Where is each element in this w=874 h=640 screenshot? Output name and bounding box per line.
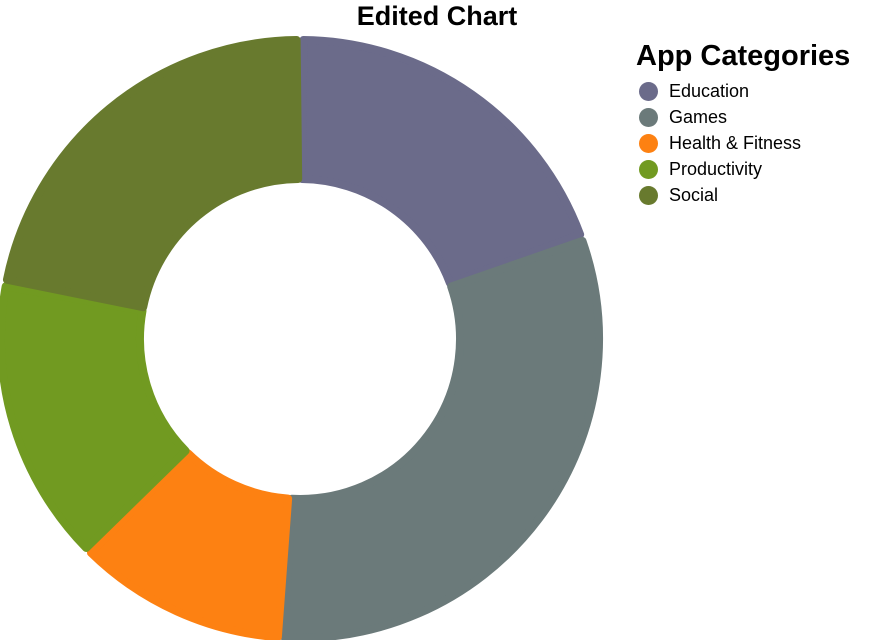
legend-item-games: Games xyxy=(636,104,872,130)
legend-swatch xyxy=(639,133,658,153)
legend-item-health-fitness: Health & Fitness xyxy=(636,130,872,156)
legend-label: Games xyxy=(669,106,728,127)
legend-item-productivity: Productivity xyxy=(636,156,872,182)
legend-items: Education Games Health & Fitness Productivi… xyxy=(636,78,872,208)
legend-item-social: Social xyxy=(636,182,872,208)
legend-swatch xyxy=(639,159,658,179)
slice-health-fitness xyxy=(86,449,293,640)
slice-games xyxy=(280,236,603,640)
donut-chart xyxy=(0,36,603,640)
legend-label: Productivity xyxy=(669,158,763,179)
legend-swatch xyxy=(639,107,658,127)
legend-label: Health & Fitness xyxy=(669,132,802,153)
legend-item-education: Education xyxy=(636,78,872,104)
legend-title: App Categories xyxy=(636,40,851,72)
legend-swatch xyxy=(639,185,658,205)
slice-social xyxy=(2,36,303,312)
slice-education xyxy=(297,36,585,288)
legend-swatch xyxy=(639,81,658,101)
legend-label: Education xyxy=(669,80,750,101)
legend: App Categories Education Games Health & Fi… xyxy=(636,38,872,208)
chart-title: Edited Chart xyxy=(356,1,518,31)
slice-productivity xyxy=(0,282,190,553)
legend-label: Social xyxy=(669,184,719,205)
